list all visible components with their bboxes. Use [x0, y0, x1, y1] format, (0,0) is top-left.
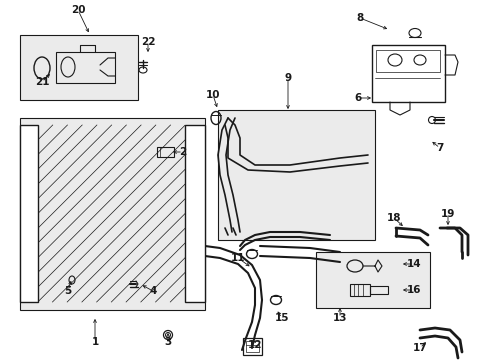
Bar [20, 35, 138, 100]
Text: 12: 12 [247, 340, 262, 350]
Text: 22: 22 [141, 37, 155, 47]
Bar [315, 252, 429, 308]
Text: 3: 3 [164, 337, 171, 347]
Text: 8: 8 [356, 13, 363, 23]
Text: 10: 10 [205, 90, 220, 100]
Bar [184, 125, 204, 302]
Bar [157, 147, 174, 157]
Text: 6: 6 [354, 93, 361, 103]
Text: 11: 11 [230, 253, 245, 263]
Bar [20, 125, 38, 302]
Bar [375, 50, 439, 72]
Text: 18: 18 [386, 213, 401, 223]
Bar [245, 341, 259, 352]
Bar [218, 110, 374, 240]
Text: 1: 1 [91, 337, 99, 347]
Text: 14: 14 [406, 259, 421, 269]
Text: 16: 16 [406, 285, 420, 295]
Text: 9: 9 [284, 73, 291, 83]
Text: 7: 7 [435, 143, 443, 153]
Text: 13: 13 [332, 313, 346, 323]
Text: 17: 17 [412, 343, 427, 353]
Bar [369, 286, 387, 294]
Text: 19: 19 [440, 209, 454, 219]
Text: 21: 21 [35, 77, 49, 87]
Text: 15: 15 [274, 313, 289, 323]
Bar [20, 118, 204, 310]
Bar [56, 52, 115, 83]
Bar [371, 45, 444, 102]
Text: 20: 20 [71, 5, 85, 15]
Text: 5: 5 [64, 286, 71, 296]
Text: 4: 4 [149, 286, 156, 296]
Bar [243, 338, 262, 355]
Text: 2: 2 [179, 147, 186, 157]
Bar [349, 284, 369, 296]
